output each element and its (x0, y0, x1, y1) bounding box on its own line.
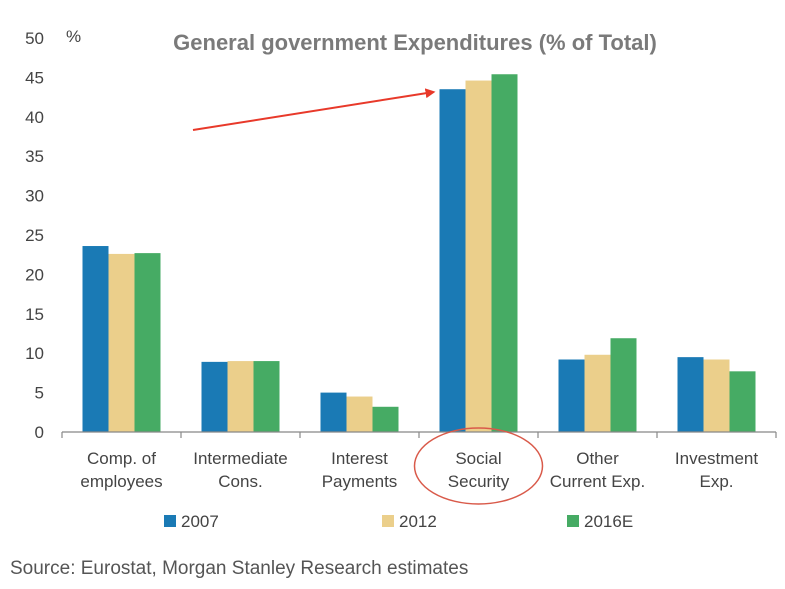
legend-label: 2016E (584, 512, 633, 531)
y-tick-label: 35 (25, 147, 44, 166)
y-axis-unit-label: % (66, 27, 81, 46)
bar (227, 361, 254, 432)
y-tick-label: 20 (25, 265, 44, 284)
x-axis-labels: Comp. of employees Intermediate Cons. Intere… (80, 449, 758, 491)
bar (82, 246, 109, 432)
x-category-label: Current Exp. (550, 472, 645, 491)
bar (729, 371, 756, 432)
x-category-label: Security (448, 472, 510, 491)
y-tick-label: 30 (25, 187, 44, 206)
bar (108, 253, 135, 432)
y-tick-label: 15 (25, 305, 44, 324)
x-axis-ticks (61, 432, 777, 438)
bar (610, 338, 637, 432)
bar (677, 357, 704, 432)
annotation-circle (413, 427, 544, 505)
x-category-label: employees (80, 472, 162, 491)
legend-label: 2012 (399, 512, 437, 531)
x-category-label: Cons. (218, 472, 262, 491)
y-tick-label: 40 (25, 108, 44, 127)
y-tick-label: 45 (25, 68, 44, 87)
legend-swatch (382, 515, 394, 527)
annotation-arrow (192, 88, 436, 131)
bars-group (82, 74, 756, 433)
x-category-label: Exp. (699, 472, 733, 491)
legend-swatch (164, 515, 176, 527)
x-category-label: Other (576, 449, 619, 468)
bar (439, 89, 466, 432)
x-category-label: Investment (675, 449, 758, 468)
legend-swatch (567, 515, 579, 527)
legend-label: 2007 (181, 512, 219, 531)
bar (584, 354, 611, 432)
bar (703, 359, 730, 432)
x-category-label: Comp. of (87, 449, 156, 468)
bar (346, 396, 373, 432)
legend: 2007 2012 2016E (164, 512, 633, 531)
bar (465, 80, 492, 432)
bar (134, 253, 161, 432)
bar (253, 361, 280, 432)
x-category-label: Intermediate (193, 449, 288, 468)
bar (491, 74, 518, 433)
y-axis-ticks: 0 5 10 15 20 25 30 35 40 45 50 (25, 29, 44, 442)
bar (372, 406, 399, 432)
annotations (192, 88, 544, 505)
bar (320, 392, 347, 432)
source-note: Source: Eurostat, Morgan Stanley Researc… (10, 558, 469, 579)
bar (201, 361, 228, 432)
x-category-label: Payments (322, 472, 398, 491)
y-tick-label: 50 (25, 29, 44, 48)
x-category-label: Interest (331, 449, 388, 468)
bar (558, 359, 585, 432)
x-category-label: Social (455, 449, 501, 468)
y-tick-label: 10 (25, 344, 44, 363)
chart-title: General government Expenditures (% of To… (173, 30, 657, 55)
y-tick-label: 0 (35, 423, 44, 442)
y-tick-label: 5 (35, 384, 44, 403)
y-tick-label: 25 (25, 226, 44, 245)
